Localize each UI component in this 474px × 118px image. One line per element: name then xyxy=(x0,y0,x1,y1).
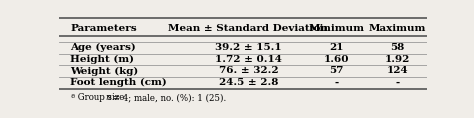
Text: Age (years): Age (years) xyxy=(70,43,136,52)
Text: -: - xyxy=(335,78,339,87)
Text: 124: 124 xyxy=(386,66,408,75)
Text: 24.5 ± 2.8: 24.5 ± 2.8 xyxy=(219,78,278,87)
Text: 76. ± 32.2: 76. ± 32.2 xyxy=(219,66,278,75)
Text: 58: 58 xyxy=(390,43,404,52)
Text: Weight (kg): Weight (kg) xyxy=(70,66,138,76)
Text: 1.72 ± 0.14: 1.72 ± 0.14 xyxy=(215,55,282,64)
Text: 57: 57 xyxy=(329,66,344,75)
Text: Height (m): Height (m) xyxy=(70,55,134,64)
Text: 39.2 ± 15.1: 39.2 ± 15.1 xyxy=(215,43,282,52)
Text: Group size: Group size xyxy=(75,93,127,102)
Text: 21: 21 xyxy=(329,43,344,52)
Text: Mean ± Standard Deviation: Mean ± Standard Deviation xyxy=(168,24,328,33)
Text: 1.60: 1.60 xyxy=(324,55,349,64)
Text: -: - xyxy=(395,78,399,87)
Text: n: n xyxy=(106,93,111,102)
Text: Foot length (cm): Foot length (cm) xyxy=(70,78,167,87)
Text: Minimum: Minimum xyxy=(309,24,365,33)
Text: Parameters: Parameters xyxy=(70,24,137,33)
Text: ª: ª xyxy=(70,93,74,102)
Text: = 4; male, no. (%): 1 (25).: = 4; male, no. (%): 1 (25). xyxy=(110,93,227,102)
Text: Maximum: Maximum xyxy=(368,24,426,33)
Text: 1.92: 1.92 xyxy=(384,55,410,64)
